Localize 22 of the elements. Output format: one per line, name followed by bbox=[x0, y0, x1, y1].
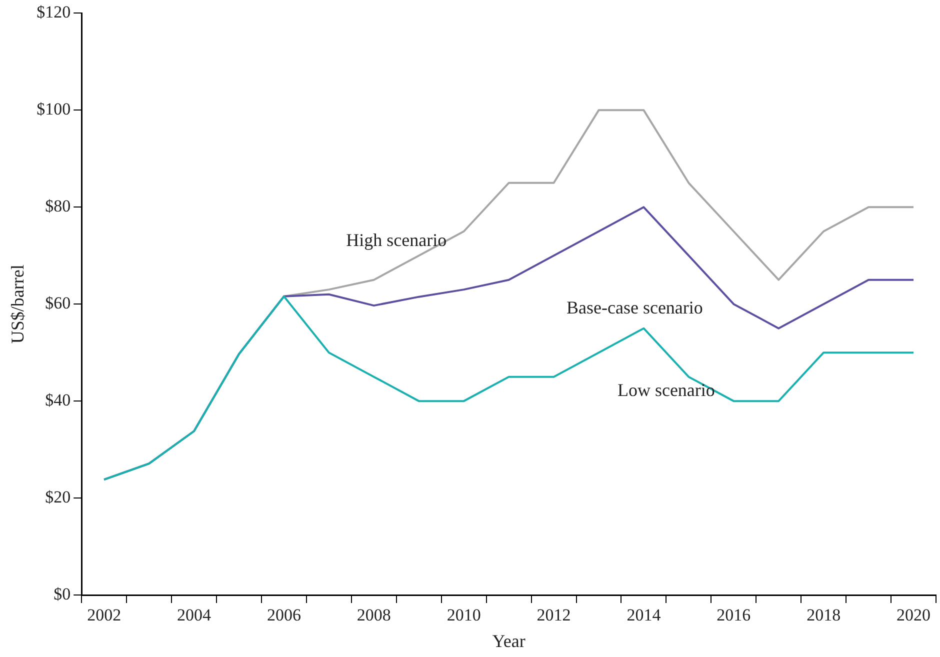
y-tick-label: $100 bbox=[36, 100, 71, 119]
x-tick-label: 2016 bbox=[716, 606, 751, 625]
x-tick-label: 2018 bbox=[806, 606, 841, 625]
x-tick-label: 2008 bbox=[356, 606, 391, 625]
y-tick-label: $40 bbox=[45, 390, 71, 410]
y-tick-label: $120 bbox=[36, 2, 71, 22]
x-tick-label: 2006 bbox=[266, 606, 301, 625]
series-label: Low scenario bbox=[617, 380, 715, 400]
y-tick-label: $20 bbox=[45, 488, 71, 506]
y-tick-label: $80 bbox=[45, 196, 71, 216]
series-label: Base-case scenario bbox=[566, 298, 703, 318]
x-tick-label: 2020 bbox=[896, 606, 931, 625]
y-tick-label: $60 bbox=[45, 294, 71, 313]
y-axis-title: US$/barrel bbox=[8, 264, 28, 344]
x-axis-title: Year bbox=[492, 630, 526, 651]
x-tick-label: 2010 bbox=[446, 606, 481, 625]
x-tick-label: 2002 bbox=[87, 606, 122, 625]
x-tick-label: 2012 bbox=[536, 606, 571, 625]
x-tick-label: 2014 bbox=[626, 606, 662, 625]
series-label: High scenario bbox=[346, 230, 447, 250]
x-tick-label: 2004 bbox=[177, 606, 212, 625]
y-tick-label: $0 bbox=[54, 584, 71, 604]
